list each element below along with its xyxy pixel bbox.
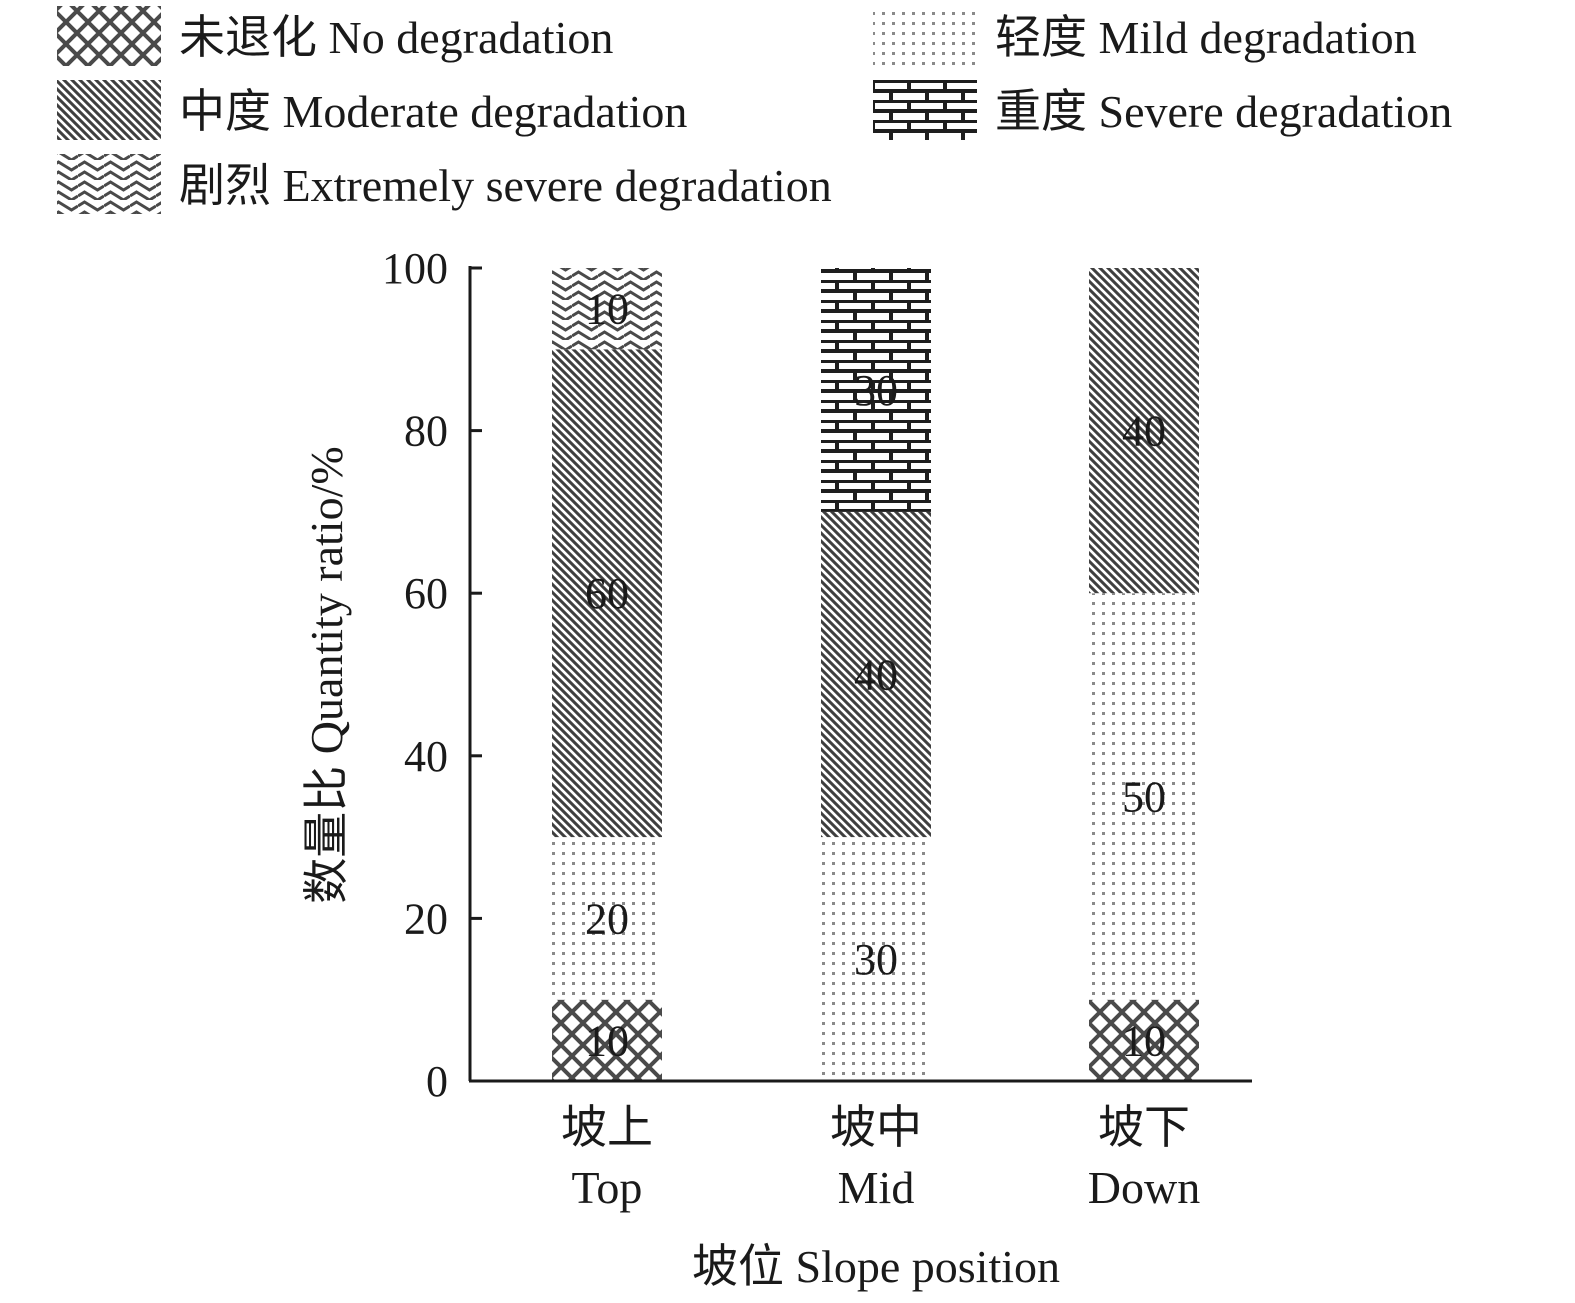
- legend-item-wave: 剧烈 Extremely severe degradation: [57, 154, 832, 214]
- bar-segment-mid-diagonal: [821, 511, 931, 838]
- y-tick-label: 40: [404, 732, 448, 781]
- legend-item-diagonal: 中度 Moderate degradation: [57, 80, 687, 140]
- legend-swatch: [873, 80, 977, 140]
- x-tick-label: 坡下: [1098, 1102, 1190, 1153]
- y-tick-label: 100: [382, 244, 448, 293]
- legend-swatch: [57, 6, 161, 66]
- legend-label: 重度 Severe degradation: [995, 86, 1452, 137]
- legend-item-dots: 轻度 Mild degradation: [873, 6, 1417, 66]
- bar-segment-top-diagonal: [552, 349, 662, 838]
- x-tick-label: 坡中: [830, 1102, 922, 1153]
- legend-label: 中度 Moderate degradation: [179, 86, 687, 137]
- data-label: 60: [585, 569, 629, 618]
- legend-swatch: [57, 80, 161, 140]
- y-tick-label: 60: [404, 569, 448, 618]
- data-label: 40: [854, 651, 898, 700]
- data-label: 10: [585, 1016, 629, 1065]
- x-tick-label: 坡上: [561, 1102, 653, 1153]
- bar-segment-mid-dots: [821, 837, 931, 1081]
- y-axis-title: 数量比 Quantity ratio/%: [301, 446, 352, 903]
- data-label: 20: [585, 894, 629, 943]
- bar-segment-mid-brick: [821, 268, 931, 512]
- legend-swatch: [57, 154, 161, 214]
- x-tick-label: Down: [1088, 1162, 1200, 1213]
- data-label: 50: [1122, 772, 1166, 821]
- legend-swatch: [873, 6, 977, 66]
- y-tick-label: 80: [404, 407, 448, 456]
- bar-segment-top-crosshatch: [552, 999, 662, 1081]
- legend-item-crosshatch: 未退化 No degradation: [57, 6, 613, 66]
- y-tick-label: 0: [426, 1057, 448, 1106]
- legend-label: 未退化 No degradation: [179, 12, 613, 63]
- legend-label: 剧烈 Extremely severe degradation: [179, 160, 832, 211]
- data-label: 40: [1122, 407, 1166, 456]
- data-label: 10: [585, 285, 629, 334]
- data-label: 10: [1122, 1016, 1166, 1065]
- bar-segment-down-dots: [1089, 593, 1199, 1000]
- data-label: 30: [854, 366, 898, 415]
- bar-segment-top-wave: [552, 268, 662, 350]
- bar-segment-down-diagonal: [1089, 268, 1199, 594]
- data-label: 30: [854, 935, 898, 984]
- legend-label: 轻度 Mild degradation: [995, 12, 1417, 63]
- x-tick-label: Mid: [838, 1162, 915, 1213]
- plot-area: 10 20 60 10 坡上 Top 30 40 30 坡中 Mid 10 50 40 坡下 Down 0 20 4…: [301, 244, 1252, 1292]
- y-tick-label: 20: [404, 894, 448, 943]
- legend: 未退化 No degradation 轻度 Mild degradation 中度 …: [57, 6, 1452, 214]
- x-axis-title: 坡位 Slope position: [692, 1241, 1060, 1292]
- x-tick-label: Top: [572, 1162, 643, 1213]
- bar-segment-top-dots: [552, 837, 662, 1000]
- legend-item-brick: 重度 Severe degradation: [873, 80, 1452, 140]
- bar-segment-down-crosshatch: [1089, 999, 1199, 1081]
